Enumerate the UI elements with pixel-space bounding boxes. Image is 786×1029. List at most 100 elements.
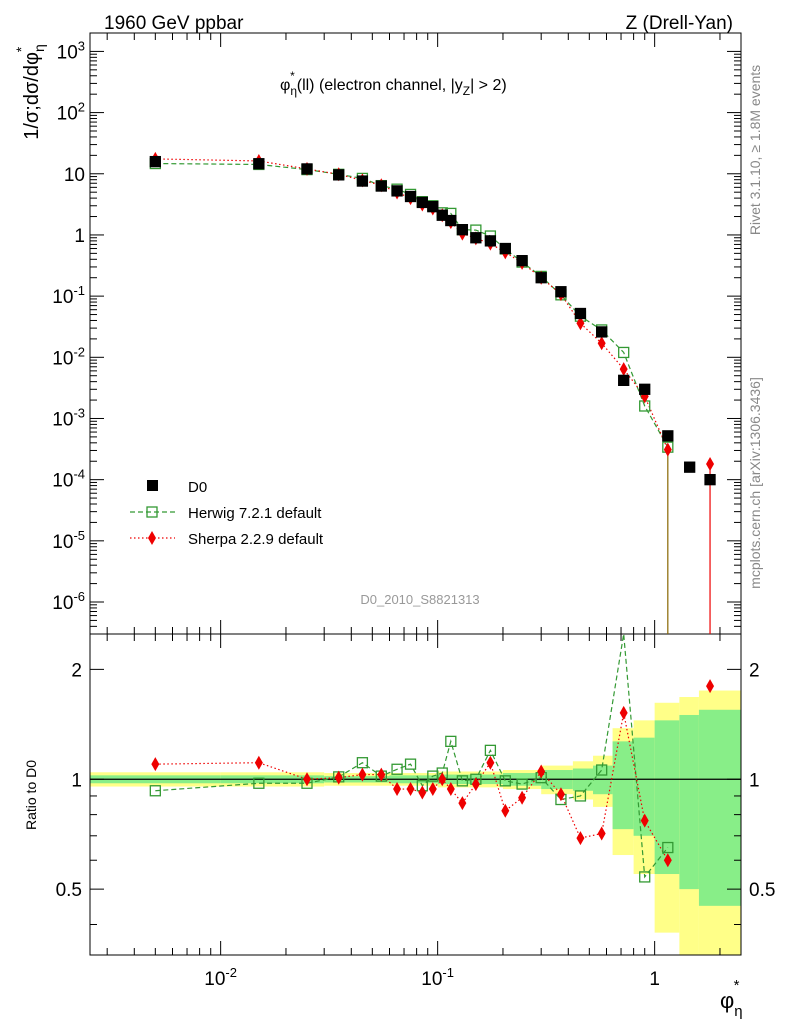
y-tick-label: 10 [64, 165, 85, 186]
y-tick-label: 10-2 [52, 344, 85, 369]
sherpa-point [619, 362, 628, 377]
sherpa-ratio-point [393, 782, 402, 797]
sherpa-ratio-point [597, 826, 606, 841]
plot-marks [149, 151, 716, 883]
sherpa-ratio-point [254, 755, 263, 770]
legend-marker-d0 [147, 480, 158, 491]
main-ylabel: 1/σ;dσ/dφη* [13, 44, 47, 140]
band-green [654, 720, 680, 875]
ratio-y-tick-label: 1 [749, 770, 760, 791]
y-tick-label: 102 [57, 100, 85, 125]
herwig-ratio-point [574, 790, 587, 802]
header-left: 1960 GeV ppbar [104, 13, 244, 34]
herwig-ratio-point [391, 763, 403, 775]
sherpa-ratio-point [377, 767, 386, 782]
d0-point [535, 272, 547, 284]
sherpa-ratio-point [406, 782, 415, 797]
herwig-ratio-point [484, 744, 497, 757]
d0-point [484, 235, 497, 247]
d0-point [301, 163, 313, 175]
band-green [698, 709, 741, 906]
herwig-ratio-point [596, 764, 608, 776]
sherpa-point [597, 336, 606, 351]
sherpa-ratio-point [501, 803, 510, 818]
y-tick-label: 10-3 [52, 405, 85, 430]
sherpa-ratio-point [446, 782, 455, 797]
sherpa-ratio-point [303, 772, 311, 787]
sherpa-ratio-point [537, 764, 546, 779]
ratio-uncertainty-bands [90, 690, 741, 955]
y-tick-label: 10-5 [52, 528, 85, 553]
legend-label-sherpa: Sherpa 2.2.9 default [188, 531, 324, 548]
d0-point [618, 374, 630, 387]
d0-point [704, 474, 716, 486]
main-title: φη*(ll) (electron channel, |yZ| > 2) [280, 69, 507, 98]
x-axis-label: φη* [720, 977, 743, 1020]
sherpa-ratio-point [358, 767, 367, 782]
herwig-ratio-point [404, 758, 417, 770]
ratio-y-tick-label: 1 [71, 770, 82, 791]
sherpa-ratio-point [428, 782, 437, 797]
d0-point [356, 175, 369, 187]
d0-point [596, 326, 608, 338]
sherpa-ratio-point [576, 831, 585, 846]
panel-border [89, 633, 742, 956]
legend-label-herwig: Herwig 7.2.1 default [188, 505, 322, 522]
d0-point [470, 232, 482, 244]
rivet-version: Rivet 3.1.10, ≥ 1.8M events [747, 65, 763, 235]
mcplots-credit: mcplots.cern.ch [arXiv:1306.3436] [747, 377, 763, 589]
header-right: Z (Drell-Yan) [626, 13, 733, 34]
herwig-ratio-point [499, 775, 511, 787]
d0-point [499, 242, 511, 255]
sherpa-ratio-point [619, 705, 628, 720]
d0-point [639, 383, 651, 395]
ratio-y-tick-label: 2 [71, 660, 82, 681]
herwig-ratio-point [456, 775, 469, 787]
herwig-ratio-point [662, 841, 674, 854]
sherpa-ratio-point [640, 813, 649, 828]
band-green [679, 714, 699, 890]
y-tick-label: 1 [74, 226, 85, 247]
d0-point [662, 430, 674, 442]
sherpa-ratio-point [518, 790, 527, 805]
y-tick-label: 10-1 [52, 283, 85, 308]
d0-point [149, 155, 161, 168]
sherpa-ratio-point [663, 853, 672, 868]
herwig-ratio-point [253, 777, 265, 789]
x-tick-label: 10-2 [204, 965, 237, 990]
herwig-ratio-point [149, 785, 161, 797]
d0-point [427, 201, 439, 213]
herwig-line [155, 162, 669, 448]
legend-marker-herwig [146, 506, 158, 518]
sherpa-point [706, 457, 715, 472]
ratio-panel-frame: 10-2 10-1 1 0.5 0.5 1 1 2 2 [56, 633, 775, 990]
sherpa-ratio-point [486, 755, 495, 770]
sherpa-ratio-point [706, 679, 715, 694]
y-tick-label: 103 [57, 38, 85, 63]
ratio-y-tick-label: 0.5 [749, 880, 775, 901]
d0-point [416, 196, 428, 209]
main-panel-frame: 10-6 10-5 10-4 10-3 10-2 10-1 1 10 102 103 [52, 32, 742, 635]
herwig-ratio-point [516, 778, 528, 790]
sherpa-point [576, 316, 585, 331]
sherpa-ratio-point [458, 796, 467, 811]
sherpa-ratio-point [471, 777, 480, 792]
x-tick-label: 10-1 [421, 965, 454, 990]
d0-point [391, 185, 403, 197]
x-tick-label: 1 [649, 969, 660, 990]
sherpa-ratio-point [334, 770, 343, 785]
d0-point [404, 190, 417, 203]
ratio-y-tick-label: 2 [749, 660, 760, 681]
legend-marker-sherpa [148, 531, 156, 545]
d0-point [555, 286, 567, 298]
d0-point [333, 169, 345, 181]
analysis-label: D0_2010_S8821313 [360, 592, 479, 607]
y-tick-label: 10-4 [52, 467, 85, 492]
d0-point [684, 461, 696, 473]
sherpa-ratio-point [556, 787, 565, 802]
sherpa-point [663, 442, 672, 457]
herwig-ratio-point [639, 871, 651, 883]
band-green [593, 765, 613, 795]
d0-point [456, 224, 469, 236]
